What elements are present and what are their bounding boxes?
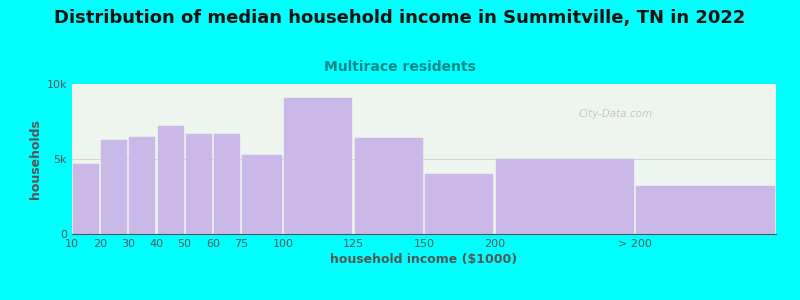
Bar — [425, 174, 494, 234]
Bar — [130, 136, 155, 234]
Bar — [102, 140, 127, 234]
Bar — [214, 134, 240, 234]
Bar — [636, 186, 775, 234]
Bar — [242, 154, 282, 234]
Bar — [73, 164, 99, 234]
Text: Distribution of median household income in Summitville, TN in 2022: Distribution of median household income … — [54, 9, 746, 27]
Bar — [284, 98, 353, 234]
X-axis label: household income ($1000): household income ($1000) — [330, 253, 518, 266]
Bar — [186, 134, 212, 234]
Bar — [158, 126, 183, 234]
Bar — [495, 159, 634, 234]
Text: Multirace residents: Multirace residents — [324, 60, 476, 74]
Text: City-Data.com: City-Data.com — [579, 109, 653, 119]
Y-axis label: households: households — [30, 119, 42, 199]
Bar — [354, 138, 423, 234]
